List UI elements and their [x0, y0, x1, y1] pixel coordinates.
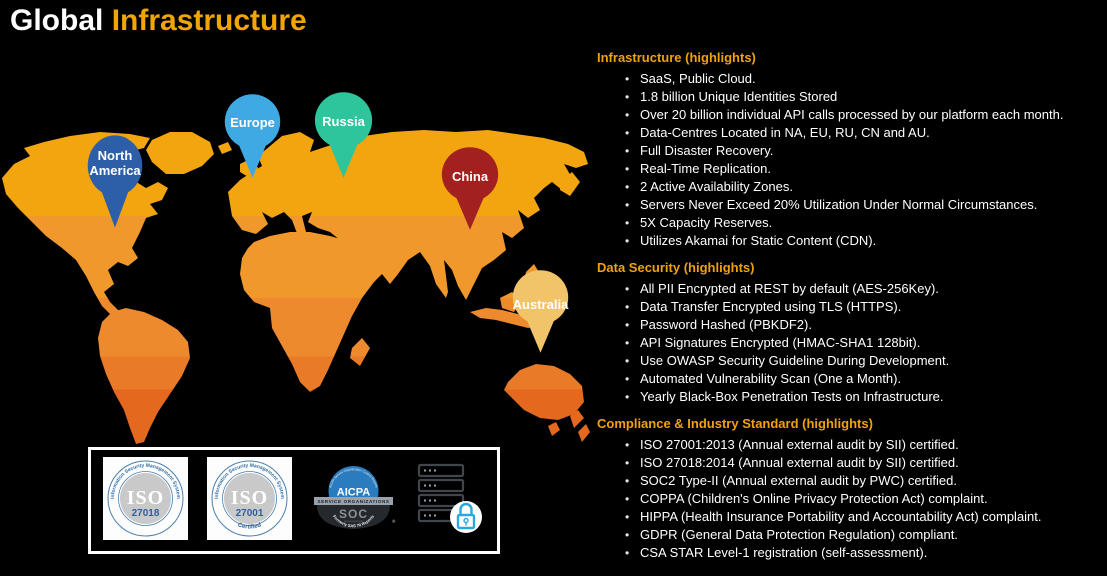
server-led-dots — [424, 469, 436, 517]
list-item: ISO 27001:2013 (Annual external audit by… — [597, 436, 1107, 454]
world-map-graphic — [2, 130, 590, 444]
list-item: Automated Vulnerability Scan (One a Mont… — [597, 370, 1107, 388]
continent-south-america — [98, 308, 190, 444]
compliance-list: ISO 27001:2013 (Annual external audit by… — [597, 436, 1107, 562]
list-item: API Signatures Encrypted (HMAC-SHA1 128b… — [597, 334, 1107, 352]
section-data-security: Data Security (highlights) All PII Encry… — [597, 260, 1107, 406]
section-heading: Infrastructure (highlights) — [597, 50, 756, 65]
list-item: All PII Encrypted at REST by default (AE… — [597, 280, 1107, 298]
section-heading: Data Security (highlights) — [597, 260, 755, 275]
list-item: HIPPA (Health Insurance Portability and … — [597, 508, 1107, 526]
server-rack-lock-icon — [417, 463, 482, 533]
list-item: Data-Centres Located in NA, EU, RU, CN a… — [597, 124, 1107, 142]
title-accent: Infrastructure — [111, 4, 307, 37]
svg-text:Certified: Certified — [237, 522, 263, 530]
pin-north-america: North America — [84, 134, 146, 229]
list-item: Utilizes Akamai for Static Content (CDN)… — [597, 232, 1107, 250]
registered-mark: ® — [392, 518, 396, 524]
list-item: 5X Capacity Reserves. — [597, 214, 1107, 232]
lock-icon — [450, 501, 482, 533]
greenland — [146, 132, 214, 174]
iso-27001-seal-icon: Information Security Management System I… — [207, 456, 292, 540]
pin-china: China — [438, 146, 502, 231]
list-item: 2 Active Availability Zones. — [597, 178, 1107, 196]
pin-label-australia: Australia — [512, 297, 569, 313]
aicpa-band-text: SERVICE ORGANIZATIONS — [317, 499, 389, 504]
pin-europe: Europe — [221, 93, 284, 179]
infrastructure-list: SaaS, Public Cloud. 1.8 billion Unique I… — [597, 70, 1107, 250]
pin-australia: Australia — [509, 269, 572, 354]
badge-iso-27001: Information Security Management System I… — [207, 456, 292, 545]
iso-certified-text: Certified — [237, 522, 263, 530]
section-heading: Compliance & Industry Standard (highligh… — [597, 416, 873, 431]
highlights-panel: Infrastructure (highlights) SaaS, Public… — [597, 50, 1107, 572]
iso-number: 27001 — [236, 508, 264, 519]
list-item: Servers Never Exceed 20% Utilization Und… — [597, 196, 1107, 214]
list-item: 1.8 billion Unique Identities Stored — [597, 88, 1107, 106]
aicpa-soc-seal-icon: AICPA Service Organization Control Repor… — [314, 466, 396, 529]
iso-number: 27018 — [132, 508, 160, 519]
aicpa-wordmark: AICPA — [337, 487, 370, 499]
list-item: Yearly Black-Box Penetration Tests on In… — [597, 388, 1107, 406]
list-item: Over 20 billion individual API calls pro… — [597, 106, 1107, 124]
iso-27018-seal-icon: Information Security Management System I… — [103, 456, 188, 540]
iso-wordmark: ISO — [127, 487, 164, 509]
list-item: ISO 27018:2014 (Annual external audit by… — [597, 454, 1107, 472]
map-pin-icon — [441, 147, 499, 230]
server-rack-icon — [417, 463, 465, 523]
continent-africa — [240, 232, 382, 392]
map-pin-icon — [87, 135, 143, 228]
map-pin-icon — [314, 92, 373, 178]
list-item: CSA STAR Level-1 registration (self-asse… — [597, 544, 1107, 562]
pin-label-russia: Russia — [322, 113, 365, 129]
list-item: COPPA (Children's Online Privacy Protect… — [597, 490, 1107, 508]
madagascar — [350, 338, 370, 366]
iso-wordmark: ISO — [231, 487, 268, 509]
list-item: Real-Time Replication. — [597, 160, 1107, 178]
list-item: GDPR (General Data Protection Regulation… — [597, 526, 1107, 544]
iceland — [218, 142, 232, 154]
data-security-list: All PII Encrypted at REST by default (AE… — [597, 280, 1107, 406]
pin-label-europe: Europe — [230, 115, 275, 131]
tasmania — [548, 422, 560, 436]
list-item: Password Hashed (PBKDF2). — [597, 316, 1107, 334]
indonesia — [470, 308, 540, 328]
list-item: Data Transfer Encrypted using TLS (HTTPS… — [597, 298, 1107, 316]
badge-secure-servers — [415, 461, 485, 540]
list-item: SOC2 Type-II (Annual external audit by P… — [597, 472, 1107, 490]
map-pin-icon — [224, 94, 281, 178]
title-prefix: Global — [10, 4, 104, 37]
soc-wordmark: SOC — [339, 507, 368, 521]
page-title: Global Infrastructure — [10, 4, 307, 38]
pin-label-china: China — [451, 168, 489, 184]
section-infrastructure: Infrastructure (highlights) SaaS, Public… — [597, 50, 1107, 250]
map-pin-icon — [512, 270, 569, 353]
certification-badges: Information Security Management System I… — [88, 447, 500, 554]
section-compliance: Compliance & Industry Standard (highligh… — [597, 416, 1107, 562]
pin-russia: Russia — [311, 91, 376, 179]
continent-australia — [504, 364, 584, 420]
new-zealand — [570, 410, 590, 442]
japan — [560, 172, 580, 196]
list-item: Full Disaster Recovery. — [597, 142, 1107, 160]
pin-label-north-america: North America — [89, 148, 141, 179]
badge-iso-27018: Information Security Management System I… — [103, 456, 188, 545]
list-item: SaaS, Public Cloud. — [597, 70, 1107, 88]
list-item: Use OWASP Security Guideline During Deve… — [597, 352, 1107, 370]
badge-aicpa-soc: AICPA Service Organization Control Repor… — [311, 465, 396, 536]
